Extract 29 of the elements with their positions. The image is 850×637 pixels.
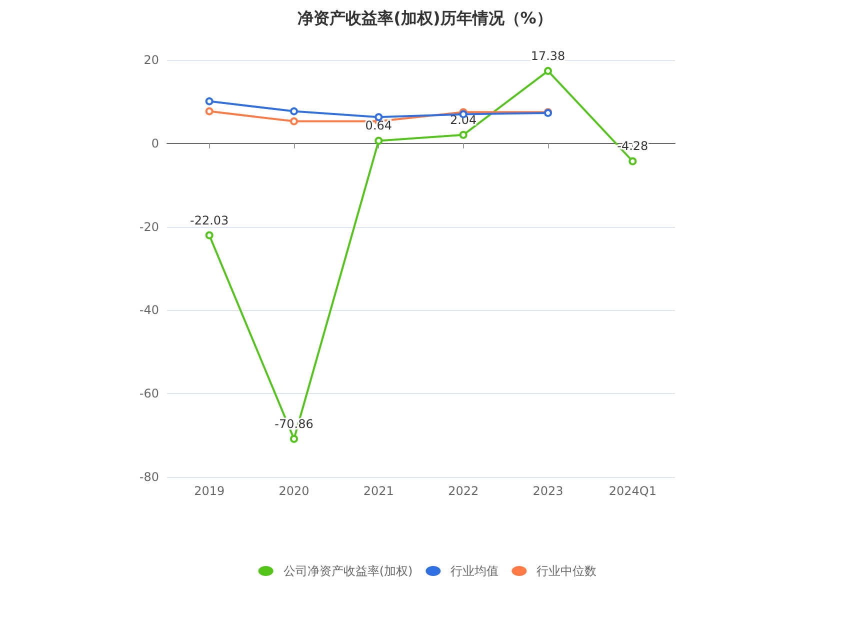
chart-title: 净资产收益率(加权)历年情况（%） [298, 8, 552, 28]
point [290, 107, 298, 116]
data-label: 17.38 [530, 48, 566, 63]
point [205, 97, 214, 106]
point [459, 130, 468, 139]
x-tick-label: 2024Q1 [608, 484, 656, 498]
point [290, 117, 298, 126]
x-tick-label: 2022 [448, 484, 479, 498]
y-tick-label: 0 [151, 136, 159, 150]
y-tick-label: -20 [139, 220, 159, 234]
point [544, 66, 552, 75]
x-tick-label: 2019 [194, 484, 225, 498]
x-tick-label: 2020 [278, 484, 310, 498]
x-tick-label: 2021 [363, 484, 394, 498]
y-tick-label: -60 [139, 386, 159, 401]
point [205, 107, 214, 116]
y-tick-label: 20 [144, 53, 159, 67]
data-label: 0.64 [365, 118, 392, 133]
x-tick-label: 2023 [532, 484, 564, 498]
data-label: -22.03 [190, 213, 229, 228]
legend-label: 行业中位数 [536, 564, 597, 578]
point [374, 136, 383, 145]
point [628, 157, 637, 166]
y-tick-label: -40 [139, 303, 159, 318]
legend-label: 公司净资产收益率(加权) [283, 564, 413, 578]
legend-label: 行业均值 [450, 564, 499, 578]
point [290, 434, 298, 443]
y-tick-label: -80 [139, 470, 159, 484]
point [205, 231, 214, 240]
